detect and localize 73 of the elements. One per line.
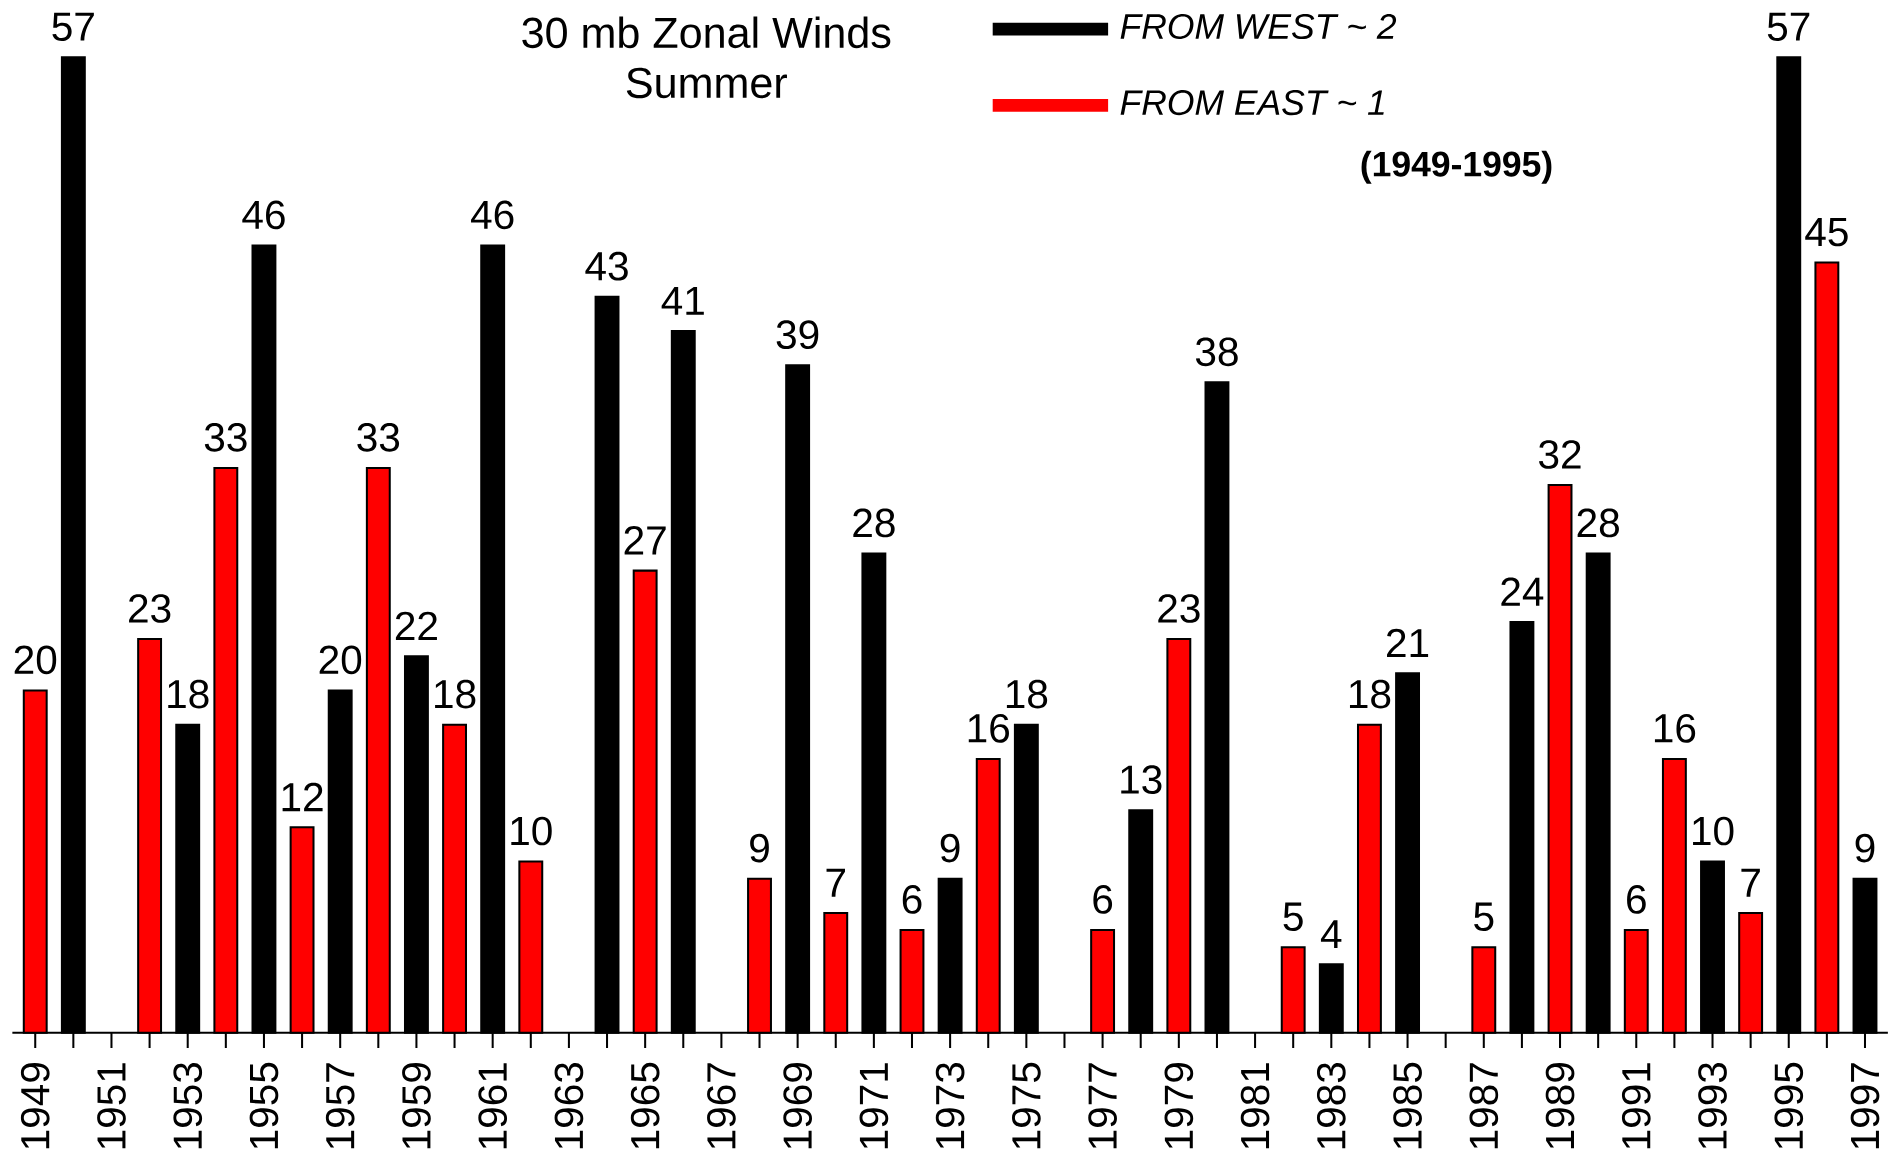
data-label: 12 [282, 782, 323, 812]
data-label: 7 [826, 868, 845, 897]
x-tick-label: 1965 [630, 1062, 660, 1149]
x-tick-label: 1995 [1774, 1062, 1804, 1149]
data-label: 18 [1349, 679, 1391, 709]
x-tick-label: 1967 [707, 1063, 736, 1149]
data-label: 23 [1158, 594, 1200, 623]
data-label: 21 [1387, 628, 1429, 658]
x-tick-label: 1951 [97, 1063, 126, 1149]
data-label: 43 [585, 251, 628, 281]
chart-subtitle: Summer [626, 67, 787, 99]
data-label: 45 [1805, 218, 1848, 247]
x-tick-label: 1975 [1012, 1062, 1041, 1149]
x-tick-label: 1979 [1164, 1063, 1194, 1149]
data-label: 18 [435, 679, 476, 709]
data-label: 16 [1654, 713, 1696, 743]
x-tick-label: 1989 [1545, 1063, 1575, 1149]
x-tick-label: 1955 [249, 1062, 279, 1149]
legend-label: FROM WEST ~ 2 [1120, 13, 1397, 40]
x-tick-label: 1973 [935, 1062, 965, 1149]
data-label: 20 [14, 645, 57, 675]
data-label: 46 [471, 200, 514, 230]
data-label: 57 [1767, 12, 1810, 41]
data-label: 10 [1693, 816, 1734, 846]
x-tick-label: 1969 [783, 1063, 812, 1149]
data-label: 6 [1627, 885, 1646, 914]
data-label: 39 [776, 320, 819, 350]
data-label: 13 [1121, 765, 1162, 794]
data-label: 4 [1320, 920, 1342, 949]
x-tick-label: 1959 [402, 1063, 431, 1149]
x-tick-label: 1953 [173, 1062, 203, 1149]
data-label: 33 [204, 423, 247, 452]
data-label: 57 [52, 12, 94, 41]
data-label: 46 [242, 200, 285, 230]
x-tick-label: 1985 [1393, 1062, 1422, 1149]
data-label: 20 [319, 645, 362, 675]
data-label: 23 [129, 594, 171, 623]
data-label: 5 [1283, 902, 1303, 931]
data-label: 33 [357, 423, 400, 452]
legend-label: FROM EAST ~ 1 [1120, 90, 1384, 116]
data-label: 27 [624, 526, 666, 555]
chart-title: 30 mb Zonal Winds [522, 16, 891, 49]
data-label: 10 [511, 816, 552, 846]
x-tick-label: 1957 [325, 1063, 355, 1149]
data-label: 9 [940, 833, 960, 863]
data-label: 5 [1474, 902, 1494, 931]
data-label: 7 [1741, 868, 1760, 897]
data-label: 18 [1006, 679, 1048, 709]
data-label: 24 [1501, 577, 1544, 606]
x-tick-label: 1981 [1240, 1063, 1270, 1149]
x-tick-label: 1997 [1850, 1063, 1880, 1149]
x-tick-label: 1983 [1316, 1062, 1346, 1149]
data-label: 16 [968, 713, 1009, 743]
x-tick-label: 1991 [1621, 1063, 1651, 1149]
data-label: 32 [1539, 440, 1581, 469]
data-label: 22 [395, 611, 437, 640]
x-tick-label: 1963 [554, 1062, 584, 1149]
data-label: 41 [661, 286, 704, 315]
x-tick-label: 1987 [1469, 1063, 1499, 1149]
annotation: (1949-1995) [1361, 150, 1552, 184]
data-label: 28 [853, 508, 895, 538]
data-label: 28 [1577, 508, 1619, 538]
data-label: 6 [902, 885, 922, 914]
data-label: 6 [1093, 885, 1113, 914]
data-label: 9 [1855, 833, 1875, 863]
x-tick-label: 1961 [478, 1063, 508, 1149]
x-tick-label: 1993 [1698, 1062, 1727, 1149]
x-tick-label: 1949 [20, 1063, 50, 1149]
data-label: 9 [750, 833, 769, 863]
x-tick-label: 1971 [859, 1063, 889, 1149]
data-label: 38 [1195, 337, 1238, 367]
data-label: 18 [168, 679, 209, 709]
x-tick-label: 1977 [1088, 1063, 1117, 1149]
